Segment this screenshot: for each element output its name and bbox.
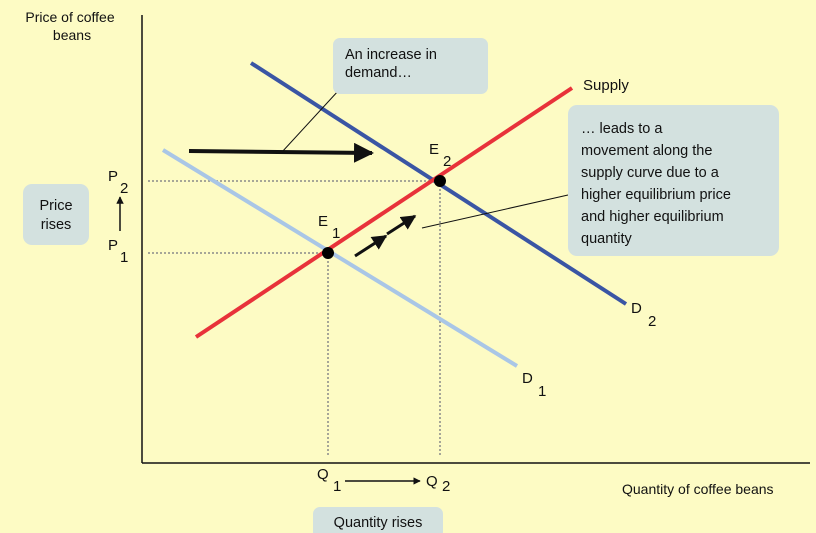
q1-label: Q (317, 466, 329, 483)
demand-callout-line-2: demand… (345, 65, 412, 81)
q2-subscript: 2 (442, 478, 450, 495)
x-axis-label: Quantity of coffee beans (622, 481, 774, 497)
movement-callout-line-1: … leads to a (581, 121, 663, 137)
price-rises-box (23, 184, 89, 245)
price-rises-line-2: rises (41, 217, 72, 233)
equilibrium-point-e2 (434, 175, 446, 187)
demand-callout-leader (281, 89, 340, 153)
demand-callout-box (333, 38, 488, 94)
d2-label: D (631, 300, 642, 317)
demand-callout-line-1: An increase in (345, 47, 437, 63)
e2-label: E (429, 141, 439, 158)
y-axis-label-line-1: Price of coffee (25, 9, 114, 25)
d1-subscript: 1 (538, 383, 546, 400)
svg-text:An increase in demand…: An increase in demand… (345, 47, 441, 81)
e1-subscript: 1 (332, 225, 340, 242)
d2-subscript: 2 (648, 313, 656, 330)
p2-label: P (108, 168, 118, 185)
demand-curve-1 (161, 148, 519, 368)
supply-curve (194, 86, 574, 339)
supply-label: Supply (583, 77, 629, 94)
movement-arrow-1 (354, 234, 388, 258)
price-rises-line-1: Price (39, 198, 72, 214)
y-axis-label-line-2: beans (53, 27, 91, 43)
d1-label: D (522, 370, 533, 387)
movement-callout-line-2: movement along the (581, 143, 712, 159)
movement-callout-box (568, 105, 779, 256)
movement-callout-line-6: quantity (581, 231, 633, 247)
movement-callout-line-4: higher equilibrium price (581, 187, 731, 203)
q2-label: Q (426, 473, 438, 490)
equilibrium-point-e1 (322, 247, 334, 259)
quantity-rises-label: Quantity rises (334, 515, 423, 531)
svg-text:… leads to a movement alon: … leads to a movement along the supply c… (581, 121, 735, 247)
p1-label: P (108, 237, 118, 254)
q1-subscript: 1 (333, 478, 341, 495)
p2-subscript: 2 (120, 180, 128, 197)
movement-callout-leader (421, 194, 569, 229)
movement-callout-line-5: and higher equilibrium (581, 209, 724, 225)
movement-callout-line-3: supply curve due to a (581, 165, 720, 181)
p1-subscript: 1 (120, 249, 128, 266)
demand-shift-arrow (188, 142, 374, 163)
quantity-rises-box (313, 507, 443, 533)
e2-subscript: 2 (443, 153, 451, 170)
movement-arrow-2 (386, 214, 417, 236)
e1-label: E (318, 213, 328, 230)
